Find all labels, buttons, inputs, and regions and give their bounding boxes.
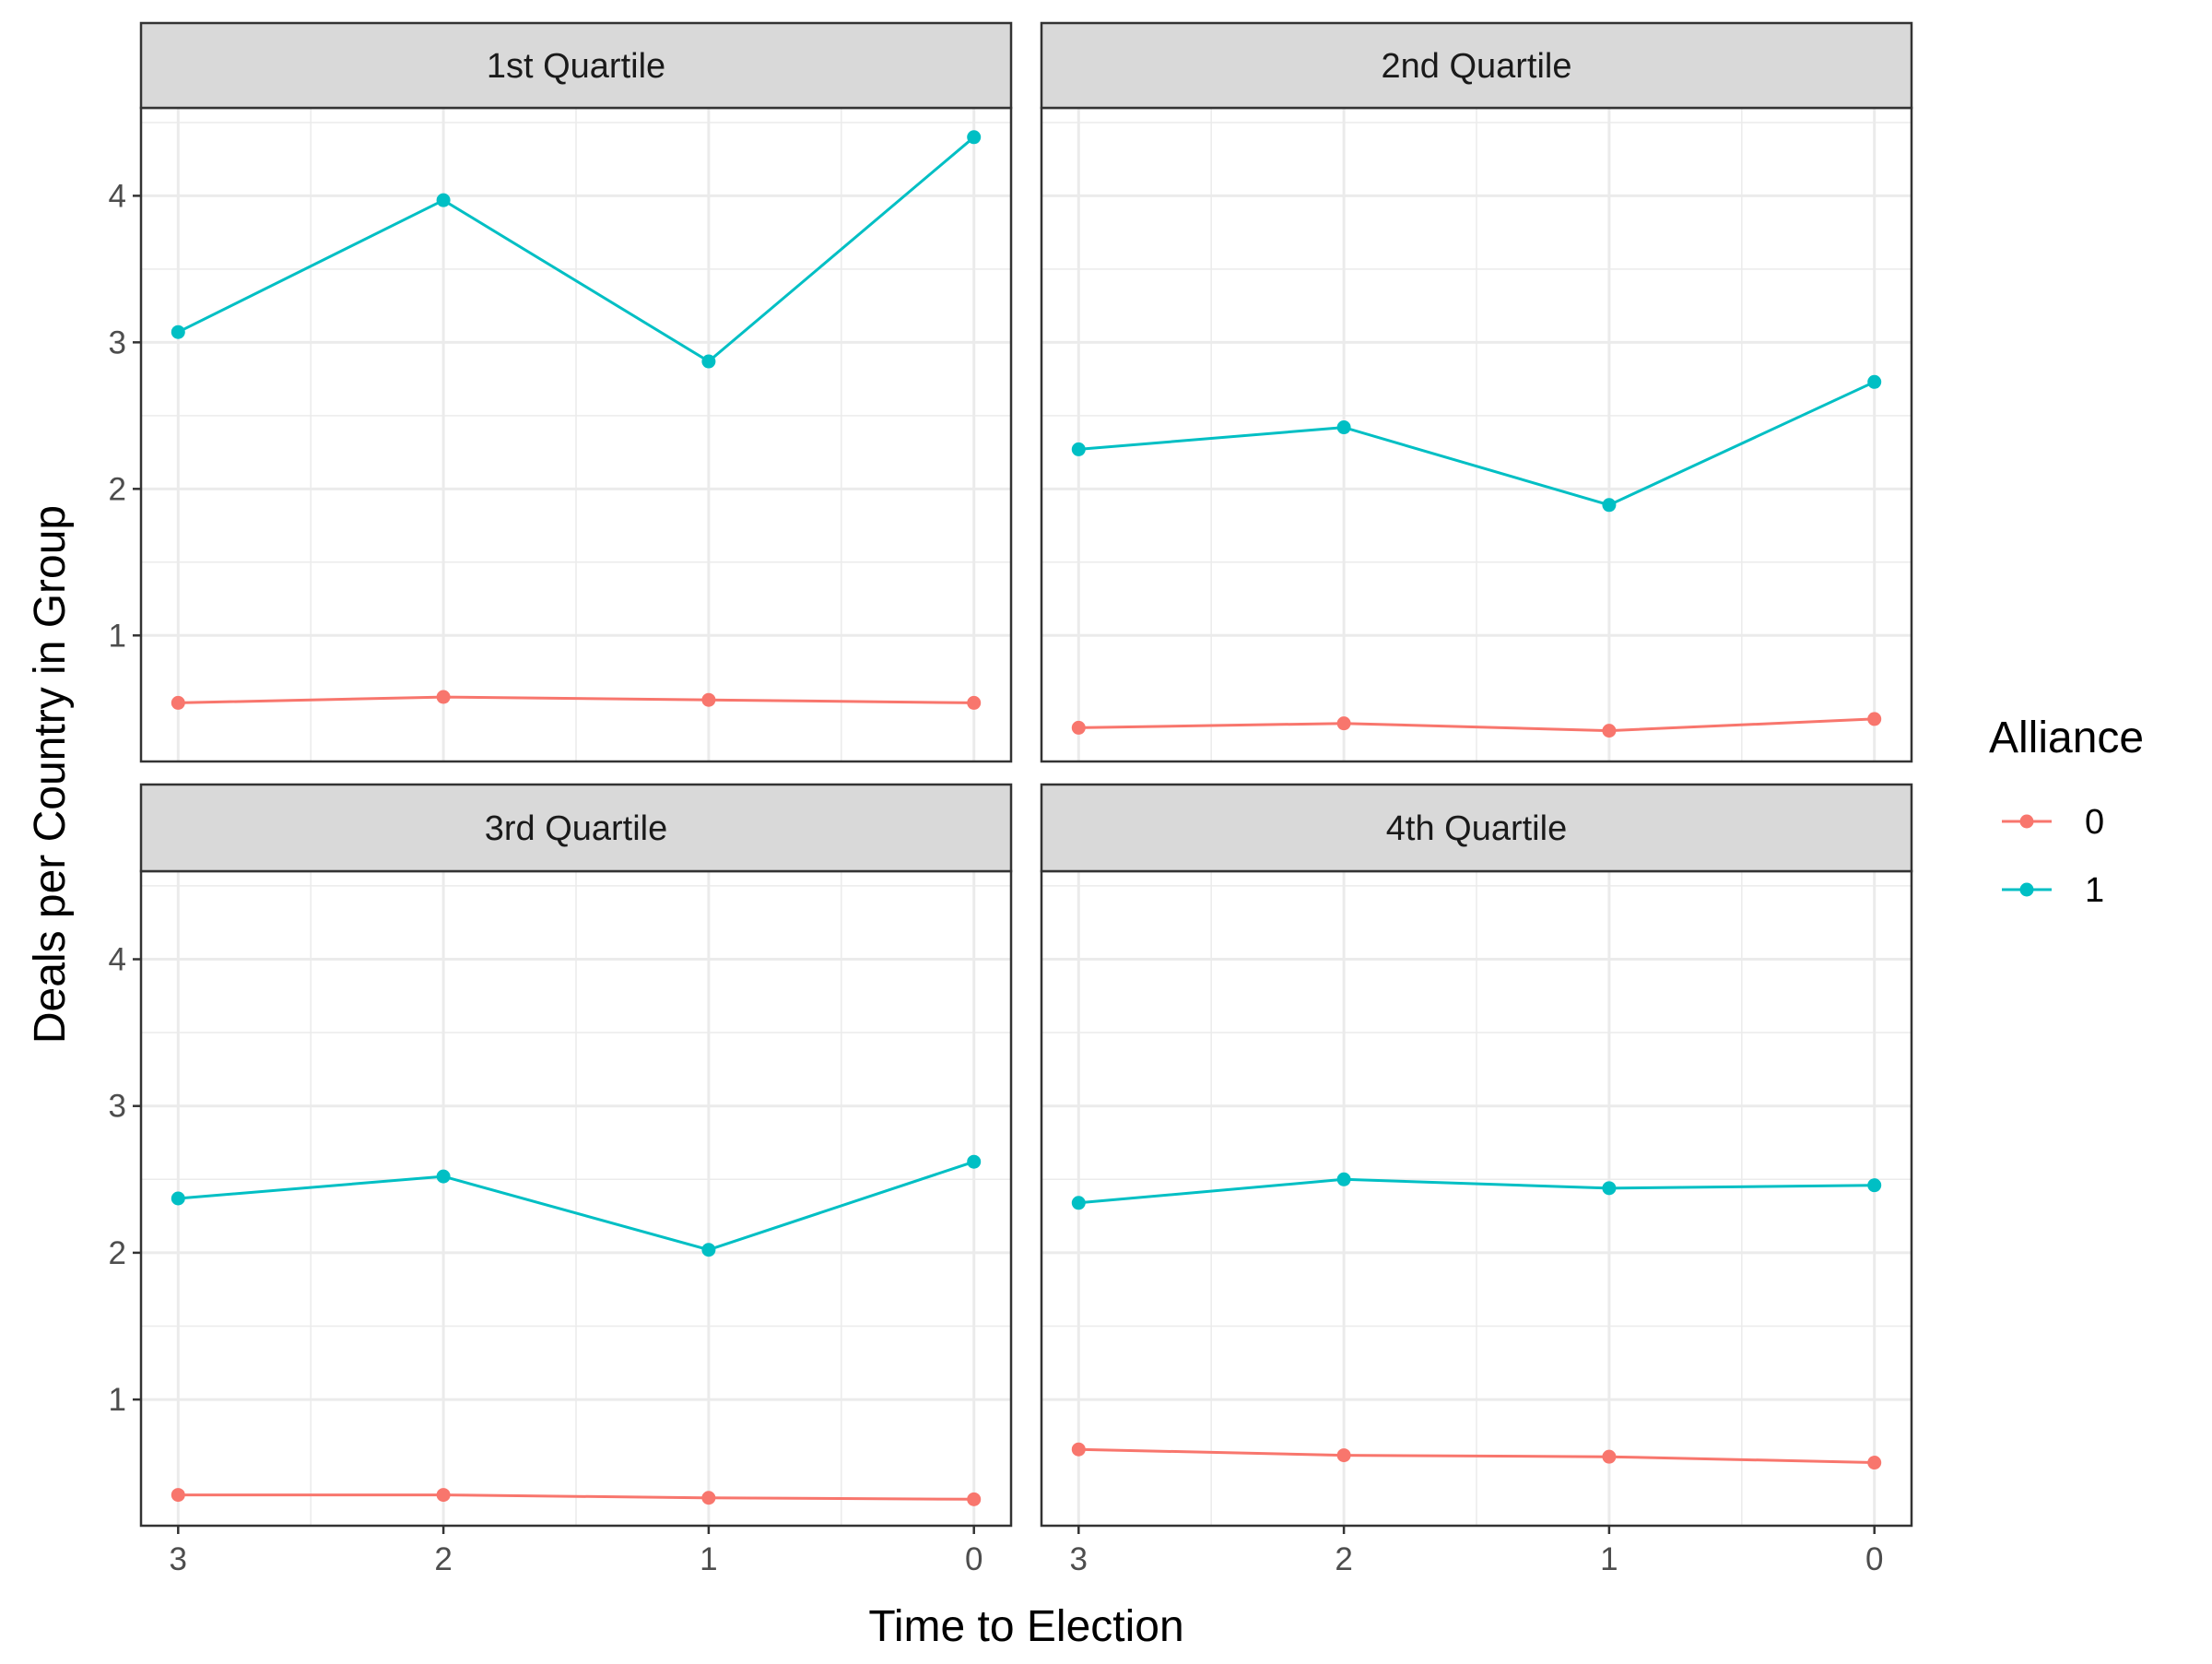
data-point-alliance-0: [1071, 1442, 1086, 1457]
data-point-alliance-0: [967, 1492, 982, 1506]
data-point-alliance-0: [1867, 1456, 1882, 1470]
x-tick-label: 0: [1865, 1541, 1883, 1577]
y-tick-label: 1: [109, 1382, 126, 1418]
data-point-alliance-0: [171, 1488, 185, 1503]
x-tick-label: 3: [1070, 1541, 1088, 1577]
series-line-alliance-0: [1078, 1447, 1875, 1464]
y-tick-label: 3: [109, 325, 126, 360]
x-tick-label: 2: [434, 1541, 452, 1577]
series-line-alliance-0: [178, 695, 974, 704]
data-point-alliance-0: [1071, 720, 1086, 735]
x-axis-title: Time to Election: [868, 1602, 1183, 1651]
data-point-alliance-1: [701, 354, 716, 369]
data-point-alliance-1: [1867, 374, 1882, 389]
legend-label: 1: [2085, 871, 2104, 910]
data-point-alliance-0: [701, 692, 716, 707]
data-point-alliance-0: [1602, 724, 1617, 738]
data-point-alliance-0: [436, 1488, 451, 1503]
legend-key-point: [2019, 882, 2034, 897]
facet-panel-4: 4th Quartile 3 2 1 0: [1040, 783, 1913, 1577]
data-point-alliance-0: [1867, 712, 1882, 726]
data-point-alliance-1: [1336, 420, 1351, 435]
data-point-alliance-1: [1602, 1181, 1617, 1196]
facet-strip: [139, 21, 1013, 110]
legend-title: Alliance: [1989, 714, 2144, 762]
data-point-alliance-0: [1336, 716, 1351, 731]
facet-strip: [139, 783, 1013, 873]
y-tick-label: 1: [109, 618, 126, 654]
facet-panel-3: 3rd Quartile 1 2 3 4 3 2 1 0: [109, 783, 1013, 1577]
x-tick-label: 1: [700, 1541, 717, 1577]
series-line-alliance-1: [1078, 380, 1876, 507]
data-point-alliance-1: [1071, 1196, 1086, 1210]
y-tick-label: 3: [109, 1089, 126, 1125]
y-tick-label: 4: [109, 178, 126, 214]
series-line-alliance-0: [178, 1493, 974, 1501]
data-point-alliance-1: [436, 1169, 451, 1184]
legend-label: 0: [2085, 803, 2104, 842]
facet-panel-1: 1st Quartile 1 2 3 4: [109, 21, 1013, 763]
facet-strip-label: 2nd Quartile: [1381, 47, 1571, 86]
data-point-alliance-1: [1602, 498, 1617, 513]
data-point-alliance-1: [967, 130, 982, 145]
x-tick-label: 0: [965, 1541, 982, 1577]
data-point-alliance-1: [967, 1154, 982, 1169]
data-point-alliance-1: [1071, 442, 1086, 456]
facet-strip: [1040, 783, 1913, 873]
y-tick-label: 2: [109, 471, 126, 507]
facet-strip-label: 1st Quartile: [487, 47, 665, 86]
data-point-alliance-0: [1336, 1448, 1351, 1463]
y-tick-label: 2: [109, 1235, 126, 1271]
facet-panel-2: 2nd Quartile: [1040, 21, 1913, 763]
data-point-alliance-1: [701, 1243, 716, 1257]
data-point-alliance-1: [436, 193, 451, 207]
facet-strip-label: 3rd Quartile: [485, 809, 668, 848]
legend: Alliance 0 1: [1989, 714, 2144, 910]
y-axis-title: Deals per Country in Group: [26, 505, 75, 1044]
legend-key-point: [2019, 814, 2034, 829]
data-point-alliance-1: [1867, 1178, 1882, 1193]
data-point-alliance-0: [967, 695, 982, 710]
y-tick-label: 4: [109, 942, 126, 978]
data-point-alliance-1: [171, 325, 185, 339]
data-point-alliance-0: [436, 690, 451, 704]
x-tick-label: 3: [170, 1541, 187, 1577]
series-line-alliance-1: [177, 136, 975, 363]
series-line-alliance-1: [178, 1160, 975, 1252]
facet-strip-label: 4th Quartile: [1386, 809, 1567, 848]
series-line-alliance-0: [1078, 717, 1875, 733]
facet-strip: [1040, 21, 1913, 110]
x-tick-label: 1: [1600, 1541, 1618, 1577]
data-point-alliance-1: [171, 1191, 185, 1206]
data-point-alliance-1: [1336, 1172, 1351, 1186]
x-tick-label: 2: [1335, 1541, 1352, 1577]
data-point-alliance-0: [701, 1491, 716, 1505]
data-point-alliance-0: [171, 695, 185, 710]
data-point-alliance-0: [1602, 1449, 1617, 1464]
series-line-alliance-1: [1078, 1177, 1875, 1205]
